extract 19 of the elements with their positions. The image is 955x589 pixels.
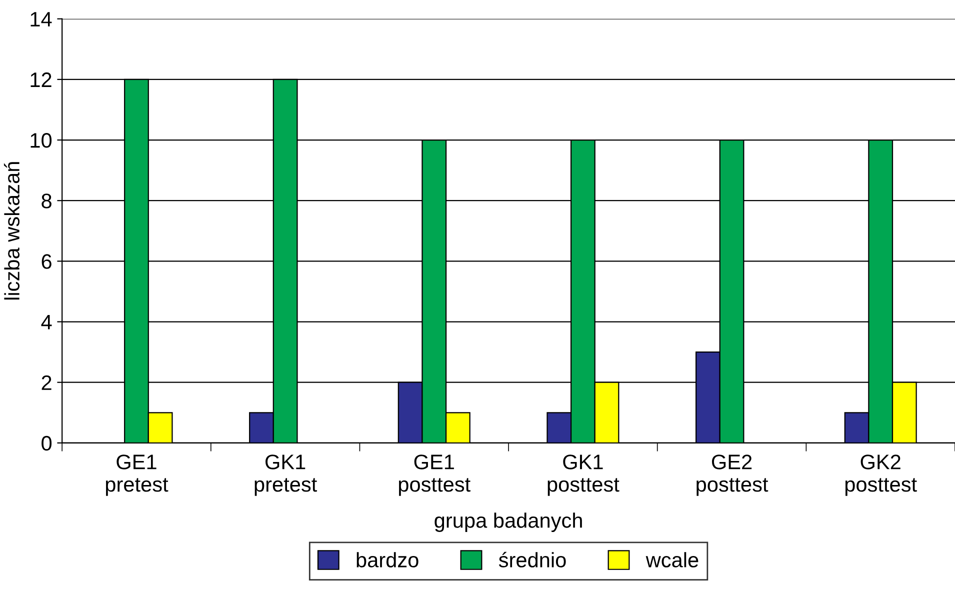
x-tick-label: GE1 pretest — [106, 454, 168, 496]
y-tick-label: 6 — [42, 254, 52, 269]
x-tick-label: GK1 posttest — [548, 454, 620, 496]
y-tick-label: 0 — [42, 436, 52, 451]
legend-label: wcale — [646, 552, 698, 568]
y-tick-label: 4 — [41, 314, 52, 330]
legend-label: średnio — [498, 552, 566, 568]
x-tick-label: GE2 posttest — [696, 454, 768, 496]
y-tick-label: 10 — [30, 133, 52, 148]
x-axis-title: grupa badanych — [434, 512, 582, 532]
y-tick-label: 14 — [30, 12, 52, 26]
y-axis-title: liczba wskazań — [4, 162, 20, 300]
y-tick-label: 12 — [30, 72, 52, 87]
x-tick-label: GK1 pretest — [254, 454, 317, 496]
x-tick-label: GK2 posttest — [845, 454, 917, 496]
legend-label: bardzo — [356, 552, 418, 568]
x-tick-label: GE1 posttest — [398, 454, 470, 496]
y-tick-label: 2 — [42, 375, 52, 390]
y-tick-label: 8 — [42, 194, 52, 208]
